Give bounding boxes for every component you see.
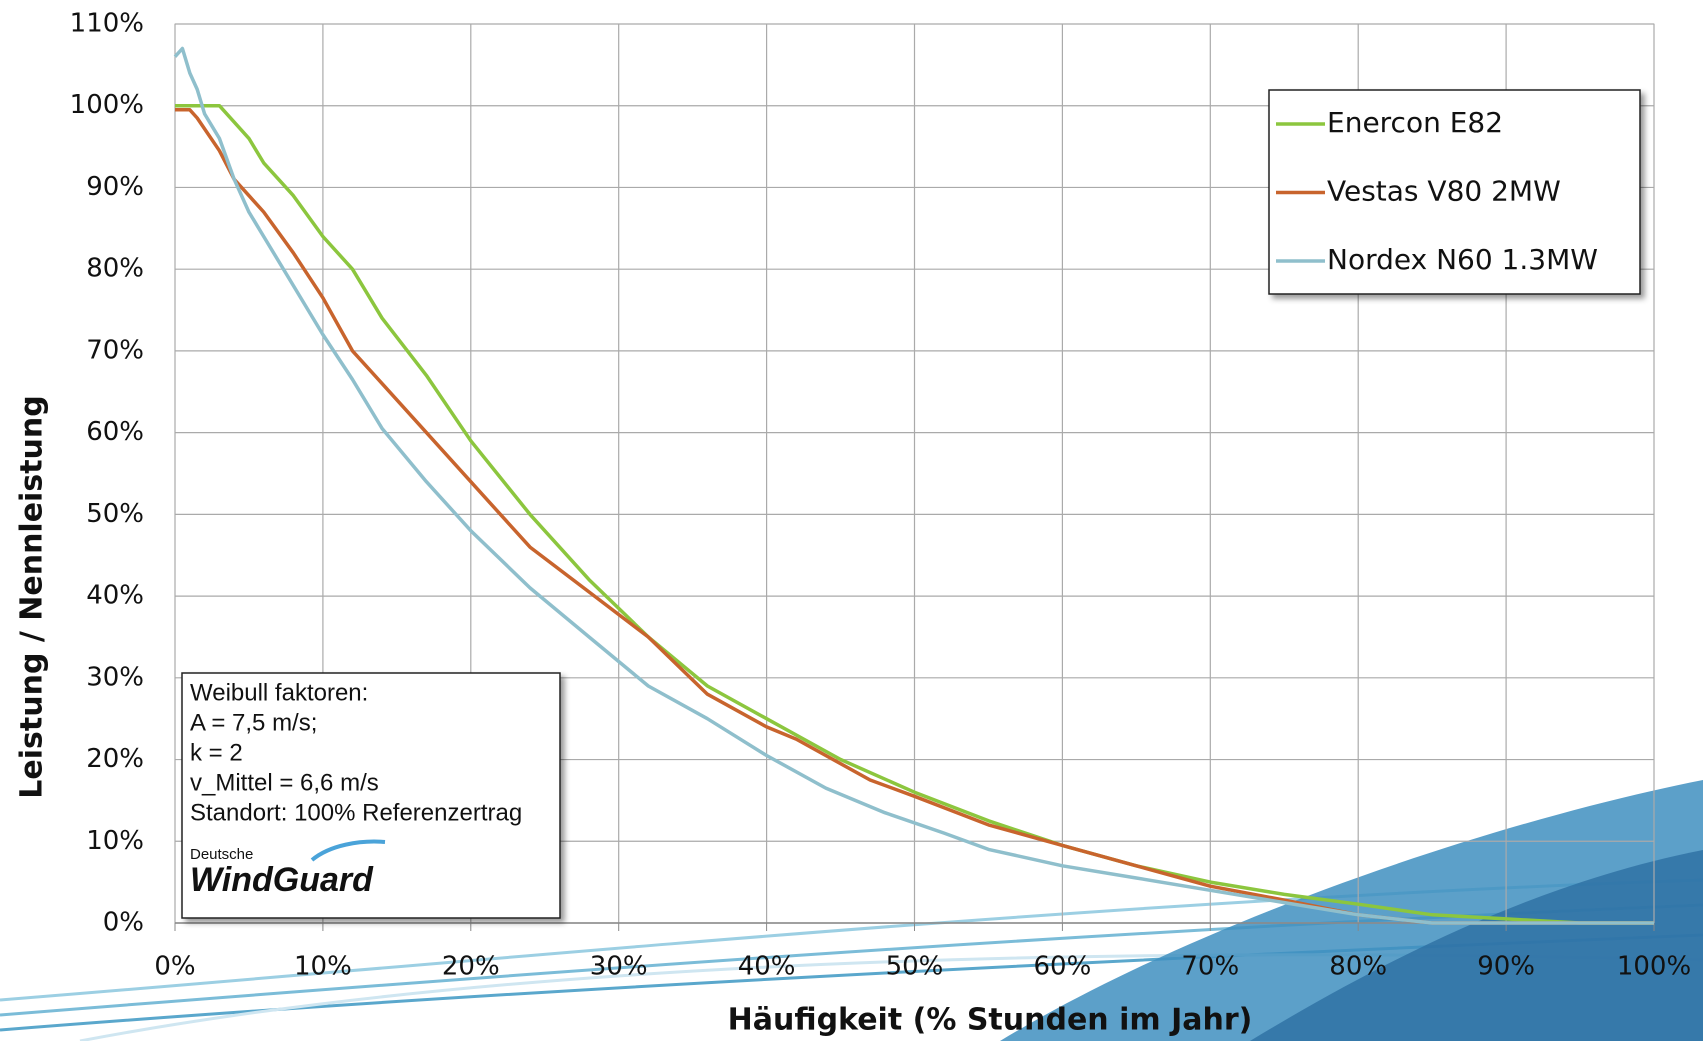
x-tick-label: 10% <box>294 952 352 982</box>
x-tick-label: 100% <box>1617 952 1691 982</box>
y-tick-label: 70% <box>86 335 144 365</box>
legend-label: Nordex N60 1.3MW <box>1327 243 1598 276</box>
legend-label: Vestas V80 2MW <box>1327 175 1561 208</box>
x-axis-title: Häufigkeit (% Stunden im Jahr) <box>728 1003 1253 1038</box>
y-tick-label: 100% <box>70 90 144 120</box>
x-tick-label: 50% <box>886 952 944 982</box>
annotation-text: Weibull faktoren: <box>190 679 368 706</box>
logo-text: WindGuard <box>190 861 374 899</box>
x-tick-label: 30% <box>590 952 648 982</box>
y-tick-label: 110% <box>70 9 144 39</box>
x-tick-label: 20% <box>442 952 500 982</box>
y-tick-label: 40% <box>86 581 144 611</box>
y-tick-label: 50% <box>86 499 144 529</box>
x-tick-label: 80% <box>1329 952 1387 982</box>
y-tick-label: 10% <box>86 826 144 856</box>
chart: Leistung / Nennleistung Häufigkeit (% St… <box>0 0 1703 1041</box>
y-tick-label: 30% <box>86 662 144 692</box>
x-tick-label: 90% <box>1477 952 1535 982</box>
legend-label: Enercon E82 <box>1327 106 1503 139</box>
y-tick-label: 60% <box>86 417 144 447</box>
x-tick-label: 0% <box>154 952 195 982</box>
y-tick-label: 0% <box>103 908 144 938</box>
x-tick-label: 40% <box>738 952 796 982</box>
x-tick-label: 60% <box>1034 952 1092 982</box>
y-tick-label: 20% <box>86 744 144 774</box>
x-tick-label: 70% <box>1181 952 1239 982</box>
annotation-text: v_Mittel = 6,6 m/s <box>190 769 379 796</box>
y-tick-label: 90% <box>86 172 144 202</box>
y-axis-title: Leistung / Nennleistung <box>15 395 50 798</box>
annotation-text: A = 7,5 m/s; <box>190 709 317 736</box>
annotation-text: Standort: 100% Referenzertrag <box>190 799 522 826</box>
y-tick-label: 80% <box>86 254 144 284</box>
annotation-text: k = 2 <box>190 739 243 766</box>
